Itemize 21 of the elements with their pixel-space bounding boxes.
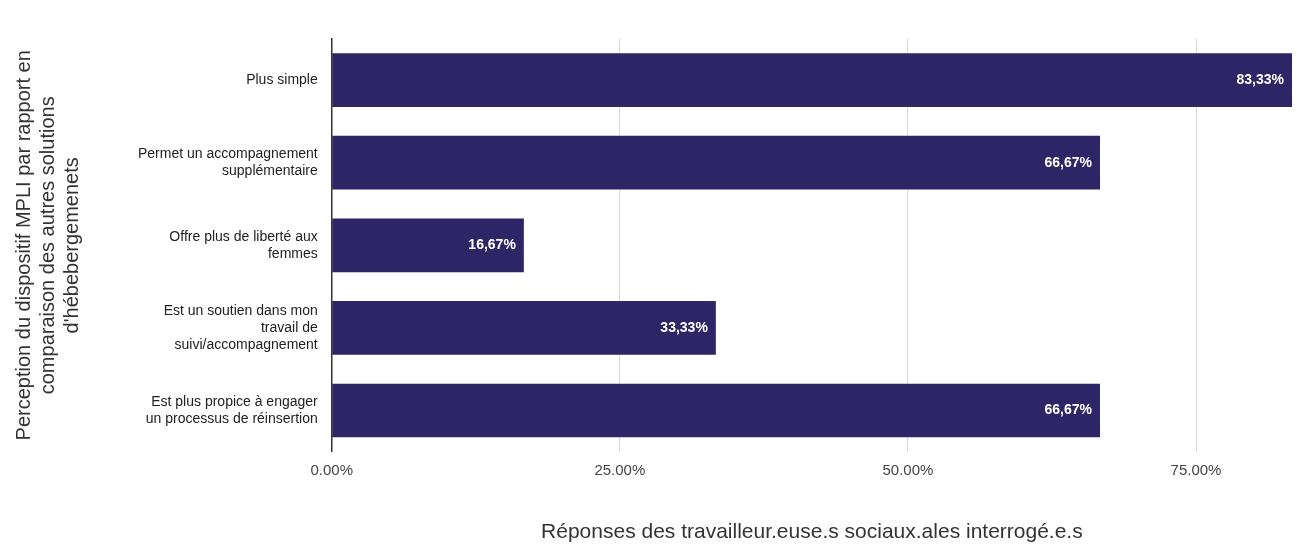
bar (332, 301, 716, 355)
bar (332, 53, 1292, 107)
y-tick-label: Plus simple (246, 70, 318, 87)
y-tick-label: Est plus propice à engager un processus de réinsertion (145, 392, 319, 426)
data-label: 83,33% (1236, 70, 1285, 87)
data-label: 66,67% (1044, 401, 1093, 418)
data-label: 33,33% (660, 318, 709, 335)
x-tick-label: 75.00% (1170, 460, 1222, 478)
bar (332, 383, 1101, 438)
bar (332, 218, 524, 273)
y-axis-title: Perception du dispositif MPLI par rapport en comparaison des autres solutions d'hébebergemenets (11, 50, 82, 441)
x-tick-label: 0.00% (310, 460, 354, 478)
x-tick-label: 50.00% (882, 460, 934, 478)
x-axis-title: Réponses des travailleur.euse.s sociaux.ales interrogé.e.s (541, 519, 1083, 543)
y-tick-label: Est un soutien dans mon travail de suivi/accompagnement (163, 301, 318, 352)
data-label: 16,67% (468, 236, 517, 253)
y-tick-label: Offre plus de liberté aux femmes (169, 227, 318, 261)
data-label: 66,67% (1044, 153, 1093, 170)
y-tick-label: Permet un accompagnement supplémentaire (138, 145, 318, 178)
bar (332, 135, 1101, 190)
x-tick-label: 25.00% (594, 460, 646, 478)
